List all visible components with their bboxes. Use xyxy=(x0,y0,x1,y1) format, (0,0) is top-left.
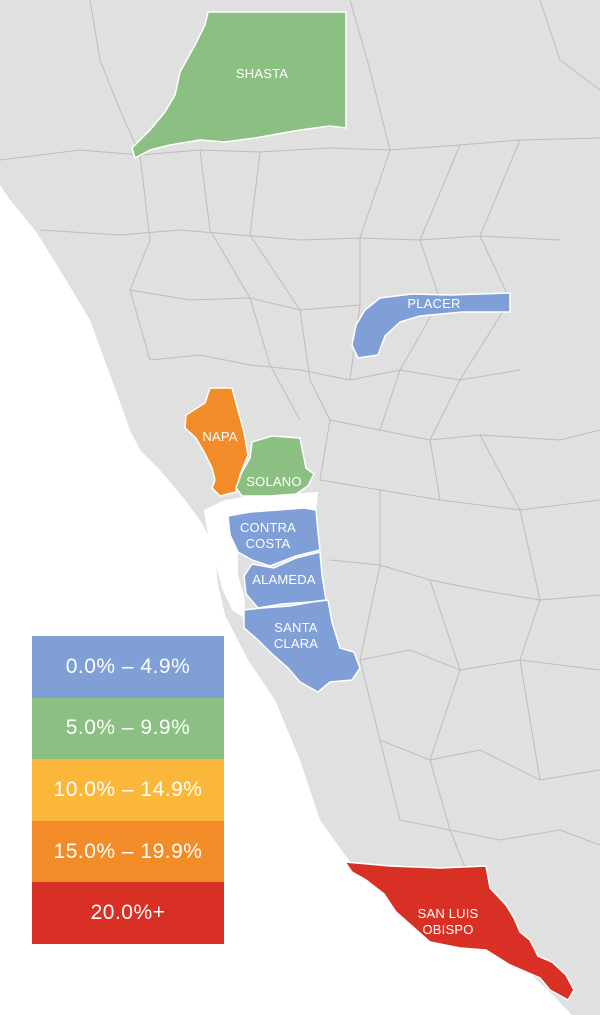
legend-item-10-14.9: 10.0% – 14.9% xyxy=(32,759,224,821)
legend-item-15-19.9: 15.0% – 19.9% xyxy=(32,820,224,883)
label-napa: NAPA xyxy=(202,429,237,444)
label-contra-costa: CONTRA COSTA xyxy=(240,520,296,551)
label-santa-clara: SANTA CLARA xyxy=(274,620,318,651)
legend-label: 15.0% – 19.9% xyxy=(53,839,203,863)
legend-label: 0.0% – 4.9% xyxy=(65,654,191,678)
label-placer: PLACER xyxy=(407,296,460,311)
legend-item-20-plus: 20.0%+ xyxy=(32,882,224,944)
label-alameda: ALAMEDA xyxy=(252,572,316,587)
legend-label: 20.0%+ xyxy=(90,901,166,925)
county-placer[interactable] xyxy=(351,292,511,359)
counties xyxy=(131,11,575,1001)
legend-label: 5.0% – 9.9% xyxy=(65,716,191,740)
county-solano[interactable] xyxy=(235,435,315,497)
county-santa-clara[interactable] xyxy=(243,599,361,693)
county-san-luis-obispo[interactable] xyxy=(344,861,575,1001)
label-shasta: SHASTA xyxy=(236,66,288,81)
county-shasta[interactable] xyxy=(131,11,347,159)
legend-item-0-4.9: 0.0% – 4.9% xyxy=(32,636,224,698)
label-san-luis-obispo: SAN LUIS OBISPO xyxy=(418,906,479,937)
label-solano: SOLANO xyxy=(246,474,301,489)
county-napa[interactable] xyxy=(184,387,249,497)
legend-label: 10.0% – 14.9% xyxy=(53,777,203,801)
county-contra-costa[interactable] xyxy=(227,507,321,567)
legend: 0.0% – 4.9% 5.0% – 9.9% 10.0% – 14.9% 15… xyxy=(32,636,224,944)
legend-item-5-9.9: 5.0% – 9.9% xyxy=(32,697,224,760)
county-labels: SHASTA PLACER NAPA SOLANO CONTRA COSTA AL… xyxy=(202,66,478,937)
